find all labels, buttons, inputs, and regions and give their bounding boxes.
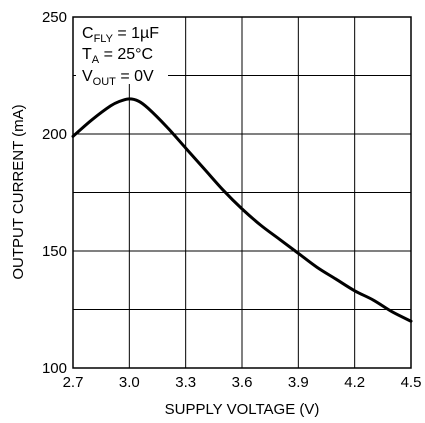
x-tick-label: 3.9 [288, 374, 309, 391]
x-tick-label: 3.0 [119, 374, 140, 391]
annotation-ta: TA = 25°C [82, 46, 153, 66]
x-axis-label: SUPPLY VOLTAGE (V) [165, 401, 320, 418]
x-tick-label: 4.5 [401, 374, 422, 391]
annotation-background [76, 14, 168, 84]
y-tick-labels: 100 150 200 250 [42, 9, 67, 377]
x-tick-labels: 2.7 3.0 3.3 3.6 3.9 4.2 4.5 [63, 374, 422, 391]
y-tick-label: 150 [42, 243, 67, 260]
annotation-cfly: CFLY = 1µF [82, 25, 159, 45]
y-tick-label: 250 [42, 9, 67, 26]
plot-frame [72, 16, 412, 369]
y-tick-label: 100 [42, 360, 67, 377]
x-tick-label: 2.7 [63, 374, 84, 391]
x-tick-label: 3.3 [175, 374, 196, 391]
x-tick-label: 4.2 [344, 374, 365, 391]
y-tick-label: 200 [42, 126, 67, 143]
series-line [71, 97, 413, 323]
annotation-vout: VOUT = 0V [82, 68, 154, 88]
y-axis-label: OUTPUT CURRENT (mA) [10, 104, 27, 279]
x-tick-label: 3.6 [232, 374, 253, 391]
